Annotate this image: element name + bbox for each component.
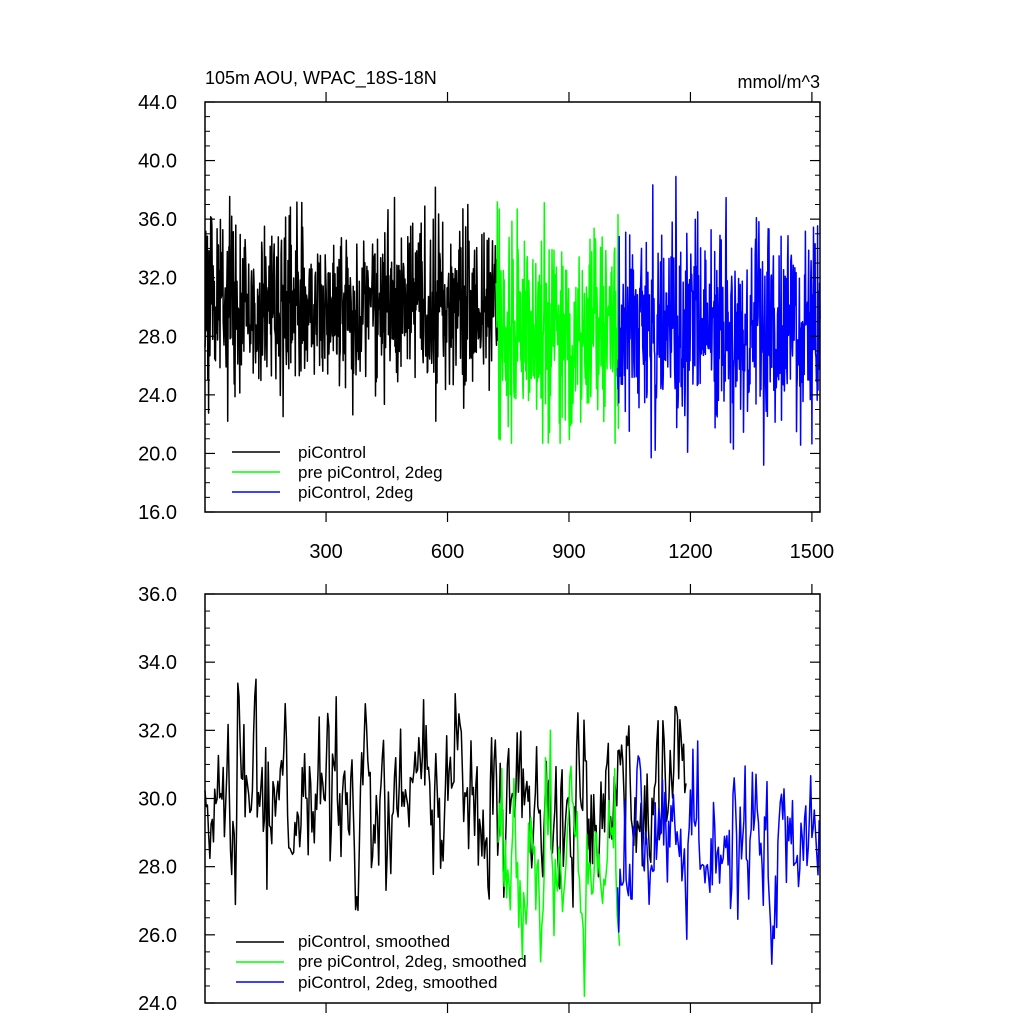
- top-y-tick-label: 28.0: [138, 326, 177, 348]
- bottom-series-line-2: [616, 740, 820, 965]
- top-legend: piControl pre piControl, 2deg piControl,…: [232, 443, 443, 502]
- bottom-y-tick-label: 28.0: [138, 857, 177, 879]
- top-series-line-2: [616, 175, 821, 466]
- top-chart-title: 105m AOU, WPAC_18S-18N: [205, 68, 437, 89]
- top-x-tick-label: 1200: [668, 541, 713, 563]
- top-chart-units: mmol/m^3: [738, 72, 820, 92]
- top-series-line-0: [204, 186, 499, 422]
- bottom-legend-label-0: piControl, smoothed: [298, 932, 450, 951]
- top-legend-label-1: pre piControl, 2deg: [298, 463, 443, 482]
- top-y-tick-label: 24.0: [138, 385, 177, 407]
- bottom-y-tick-label: 34.0: [138, 652, 177, 674]
- bottom-y-tick-label: 24.0: [138, 993, 177, 1015]
- top-legend-label-0: piControl: [298, 443, 366, 462]
- bottom-series-group: [204, 678, 820, 998]
- bottom-y-tick-label: 26.0: [138, 925, 177, 947]
- top-y-tick-label: 40.0: [138, 151, 177, 173]
- top-x-tick-label: 300: [309, 541, 342, 563]
- top-x-tick-label: 1500: [790, 541, 835, 563]
- bottom-series-line-1: [497, 729, 621, 998]
- bottom-y-tick-label: 30.0: [138, 789, 177, 811]
- top-series-group: [204, 175, 821, 466]
- top-x-tick-label: 900: [552, 541, 585, 563]
- top-y-tick-label: 20.0: [138, 443, 177, 465]
- top-x-tick-label: 600: [431, 541, 464, 563]
- bottom-legend: piControl, smoothed pre piControl, 2deg,…: [236, 932, 527, 992]
- top-ticks-group: 16.0 20.0 24.0 28.0 32.0 36.0 40.0 44.0 300 600 90…: [138, 92, 834, 563]
- top-y-tick-label: 36.0: [138, 209, 177, 231]
- top-legend-label-2: piControl, 2deg: [298, 483, 413, 502]
- bottom-legend-label-2: piControl, 2deg, smoothed: [298, 973, 497, 992]
- top-y-tick-label: 32.0: [138, 268, 177, 290]
- bottom-ticks-group: 24.0 26.0 28.0 30.0 32.0 34.0 36.0: [138, 584, 820, 1015]
- bottom-series-line-0: [204, 678, 687, 912]
- bottom-y-tick-label: 32.0: [138, 720, 177, 742]
- bottom-panel: 24.0 26.0 28.0 30.0 32.0 34.0 36.0 piControl, …: [138, 584, 821, 1015]
- bottom-legend-label-1: pre piControl, 2deg, smoothed: [298, 952, 527, 971]
- top-y-tick-label: 44.0: [138, 92, 177, 114]
- top-series-line-1: [495, 201, 621, 444]
- bottom-y-tick-label: 36.0: [138, 584, 177, 606]
- top-y-tick-label: 16.0: [138, 502, 177, 524]
- top-panel: 16.0 20.0 24.0 28.0 32.0 36.0 40.0 44.0 300 600 90…: [138, 68, 834, 563]
